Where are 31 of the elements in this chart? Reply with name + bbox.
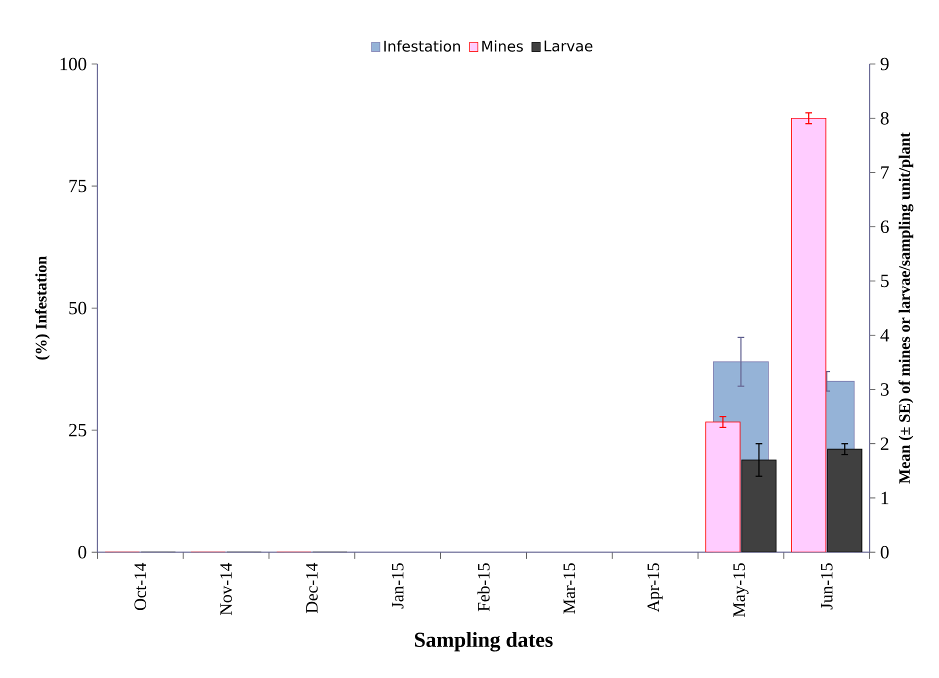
x-tick-label: Mar-15	[564, 563, 576, 614]
y2-axis-title: Mean (± SE) of mines or larvae/sampling unit/plant	[898, 132, 914, 484]
legend-label: Larvae	[544, 40, 592, 52]
x-tick-label: Apr-15	[648, 563, 663, 612]
x-tick-label: Feb-15	[477, 563, 490, 612]
x-tick-label: Jan-15	[392, 563, 404, 609]
y2-tick-label: 5	[881, 274, 889, 288]
y2-tick-label: 2	[880, 438, 888, 450]
x-tick-label: Dec-14	[306, 563, 318, 614]
x-axis-title: Sampling dates	[414, 632, 553, 652]
y-tick-label: 50	[69, 302, 86, 315]
y2-tick-label: 7	[881, 166, 889, 179]
y2-tick-label: 3	[880, 383, 889, 396]
x-tick-label: Oct-14	[134, 563, 146, 610]
y-axis-title: (%) Infestation	[35, 256, 50, 360]
y2-tick-label: 1	[882, 492, 888, 504]
y-tick-label: 0	[78, 546, 86, 559]
y-tick-label: 100	[60, 58, 86, 71]
y2-tick-label: 4	[880, 329, 890, 342]
x-tick-label: Jun-15	[820, 563, 833, 610]
legend-label: Infestation	[384, 40, 460, 52]
bar	[791, 118, 826, 552]
y-tick-label: 25	[69, 424, 86, 437]
y2-tick-label: 6	[880, 220, 889, 234]
y2-tick-label: 8	[880, 112, 889, 125]
y-tick-label: 75	[70, 180, 86, 192]
x-tick-label: Nov-14	[220, 563, 232, 616]
x-tick-label: May-15	[733, 563, 749, 618]
y2-tick-label: 0	[880, 546, 889, 559]
legend-label: Mines	[482, 40, 523, 52]
y2-tick-label: 9	[880, 58, 889, 71]
